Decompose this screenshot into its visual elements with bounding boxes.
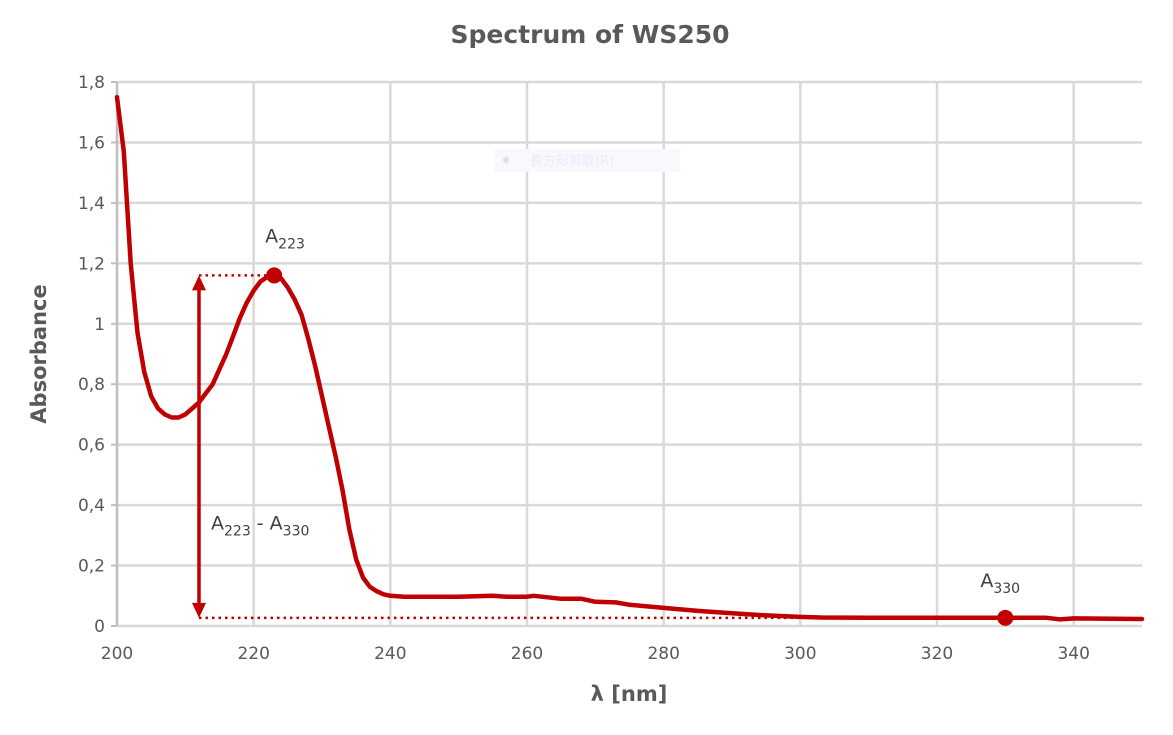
x-tick-label: 200	[101, 644, 133, 664]
snip-overlay: 長方形剪取(R)	[494, 149, 680, 172]
y-tick-label: 1,4	[78, 194, 105, 214]
y-tick-label: 0,6	[78, 436, 105, 456]
x-tick-labels: 200 220 240 260 280 300 320 340	[101, 644, 1090, 664]
annotation-labels: A223 A330 A223 - A330	[211, 225, 1020, 596]
label-a223: A223	[265, 225, 305, 252]
x-tick-label: 260	[511, 644, 543, 664]
y-tick-label: 1	[94, 315, 105, 335]
x-axis-label: λ [nm]	[591, 682, 668, 706]
y-tick-label: 0,2	[78, 557, 105, 577]
y-tick-label: 0,8	[78, 375, 105, 395]
x-tick-label: 240	[374, 644, 406, 664]
y-tick-label: 0,4	[78, 496, 105, 516]
x-tick-label: 340	[1057, 644, 1089, 664]
chart-title: Spectrum of WS250	[450, 20, 729, 49]
series-line-ws250	[114, 94, 1145, 622]
x-tick-label: 280	[647, 644, 679, 664]
y-tick-label: 1,8	[78, 73, 105, 93]
y-tick-label: 1,6	[78, 133, 105, 153]
grid	[111, 80, 1142, 628]
marker-a223	[266, 267, 283, 284]
x-tick-label: 300	[784, 644, 816, 664]
y-tick-labels: 0 0,2 0,4 0,6 0,8 1 1,2 1,4 1,6 1,8	[78, 73, 105, 637]
y-axis-label: Absorbance	[27, 284, 51, 423]
label-a223-minus-a330: A223 - A330	[211, 512, 309, 539]
x-tick-label: 220	[237, 644, 269, 664]
snip-label: 長方形剪取(R)	[530, 153, 614, 169]
label-a330: A330	[980, 570, 1020, 597]
arrow-head-down	[192, 602, 206, 618]
arrow-head-up	[192, 275, 206, 291]
markers	[266, 267, 1014, 626]
snip-overlay-box	[494, 149, 680, 172]
y-tick-label: 0	[94, 617, 105, 637]
x-tick-label: 320	[921, 644, 953, 664]
snip-icon	[503, 157, 509, 163]
marker-a330	[997, 609, 1014, 626]
y-tick-label: 1,2	[78, 254, 105, 274]
